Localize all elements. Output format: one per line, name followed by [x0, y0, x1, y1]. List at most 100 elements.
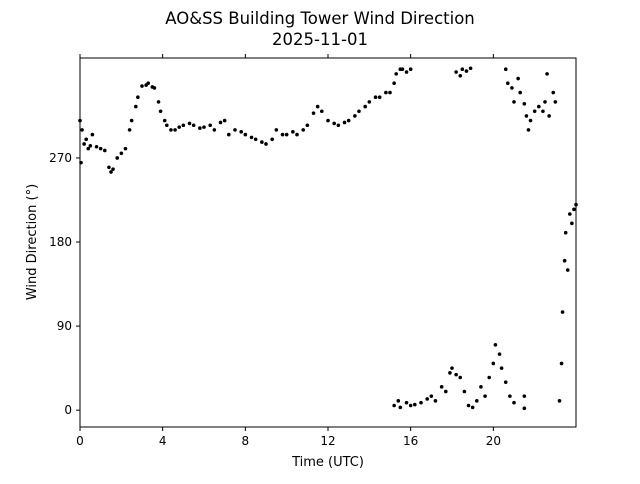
data-points	[78, 66, 578, 411]
data-point	[212, 128, 217, 132]
data-point	[146, 81, 150, 86]
data-point	[342, 120, 347, 125]
data-point	[487, 375, 492, 380]
data-point	[404, 70, 409, 74]
data-point	[454, 372, 458, 377]
data-point	[222, 118, 227, 123]
data-point	[532, 109, 537, 114]
data-point	[336, 123, 341, 128]
data-point	[551, 90, 556, 95]
data-point	[363, 104, 368, 109]
data-point	[109, 170, 113, 174]
data-point	[562, 258, 567, 263]
x-tick-label: 12	[320, 434, 335, 448]
data-point	[134, 104, 138, 109]
data-point	[88, 144, 93, 148]
data-point	[140, 84, 144, 88]
data-point	[408, 67, 413, 72]
data-point	[444, 389, 448, 394]
data-point	[103, 148, 107, 153]
data-point	[181, 123, 186, 128]
y-tick-label: 0	[64, 403, 72, 417]
data-point	[280, 132, 285, 137]
data-point	[570, 221, 574, 226]
data-point	[173, 128, 177, 132]
data-point	[94, 144, 99, 149]
data-point	[572, 207, 576, 212]
data-point	[392, 403, 396, 408]
data-point	[493, 342, 498, 347]
data-point	[367, 100, 372, 104]
data-point	[512, 400, 516, 405]
data-point	[559, 361, 564, 366]
data-point	[454, 70, 458, 74]
data-point	[400, 67, 405, 72]
data-point	[253, 137, 258, 142]
data-point	[396, 399, 401, 403]
data-point	[291, 130, 295, 134]
data-point	[373, 95, 378, 100]
data-point	[156, 100, 161, 104]
data-point	[458, 375, 463, 380]
data-point	[565, 268, 570, 272]
data-point	[136, 95, 140, 100]
data-point	[90, 132, 95, 137]
data-point	[450, 366, 454, 370]
data-point	[497, 352, 502, 356]
data-point	[516, 76, 520, 81]
data-point	[448, 371, 452, 375]
data-point	[526, 128, 531, 132]
data-point	[522, 406, 527, 411]
x-tick-label: 16	[403, 434, 418, 448]
data-point	[357, 109, 361, 114]
data-point	[233, 128, 237, 132]
data-point	[439, 385, 444, 389]
data-point	[115, 156, 119, 160]
data-point	[503, 380, 508, 384]
data-point	[560, 310, 565, 314]
data-point	[264, 142, 268, 146]
data-point	[274, 128, 279, 132]
data-point	[82, 142, 86, 146]
data-point	[537, 104, 541, 109]
y-tick-label: 180	[49, 235, 72, 249]
data-point	[119, 151, 124, 156]
x-tick-label: 20	[486, 434, 501, 448]
data-point	[506, 81, 510, 86]
data-point	[462, 389, 467, 394]
data-point	[284, 132, 289, 137]
data-point	[80, 128, 84, 132]
data-point	[470, 405, 475, 410]
data-point	[466, 403, 471, 408]
data-point	[295, 132, 299, 137]
data-point	[198, 126, 202, 130]
data-point	[541, 109, 545, 114]
data-point	[208, 123, 212, 128]
data-point	[413, 402, 417, 407]
data-point	[165, 123, 169, 128]
y-axis-label: Wind Direction (°)	[25, 184, 40, 300]
data-point	[123, 146, 128, 151]
y-axis: 0 90 180 270	[49, 151, 80, 417]
data-point	[429, 394, 434, 398]
data-point	[510, 86, 514, 90]
data-point	[394, 72, 399, 76]
data-point	[547, 114, 551, 118]
data-point	[152, 86, 157, 90]
data-point	[522, 394, 527, 398]
data-point	[162, 118, 167, 123]
data-point	[260, 140, 264, 144]
data-point	[84, 137, 88, 142]
data-point	[512, 100, 516, 104]
data-point	[404, 400, 409, 405]
data-point	[353, 114, 357, 118]
data-point	[129, 118, 134, 123]
data-point	[398, 405, 403, 410]
data-point	[249, 135, 254, 140]
data-point	[202, 125, 206, 129]
data-point	[528, 118, 533, 123]
data-point	[543, 100, 547, 104]
x-tick-label: 4	[159, 434, 167, 448]
